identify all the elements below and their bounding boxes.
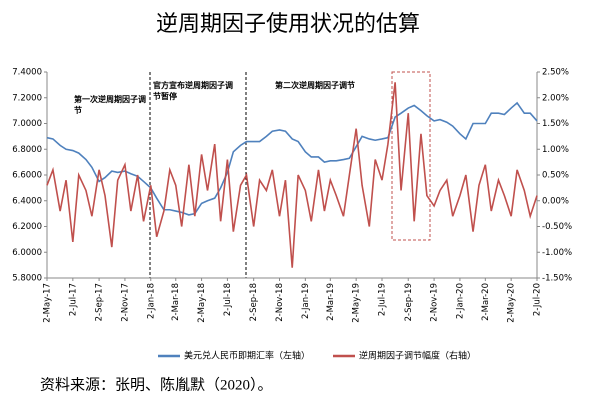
series-line (46, 101, 538, 216)
y2-tick-label: 0.50% (542, 171, 569, 181)
x-tick-label: 2-Jul-18 (223, 283, 233, 316)
y-tick-label: 6.2000 (12, 222, 42, 232)
y2-tick-label: -0.50% (542, 222, 572, 232)
x-tick-label: 2-Jul-19 (377, 283, 387, 316)
x-tick-label: 2-Sep-18 (249, 283, 259, 321)
x-tick-label: 2-Mar-19 (326, 283, 336, 321)
legend-label: 逆周期因子调节幅度（右轴） (359, 350, 476, 362)
y-tick-label: 7.4000 (12, 68, 42, 78)
y2-tick-label: 2.50% (542, 68, 569, 78)
x-tick-label: 2-Jan-18 (146, 283, 156, 319)
x-tick-label: 2-Nov-17 (120, 283, 130, 322)
legend-label: 美元兑人民币即期汇率（左轴） (184, 350, 310, 362)
y-tick-label: 6.0000 (12, 248, 42, 258)
source-note: 资料来源：张明、陈胤默（2020）。 (40, 375, 273, 393)
annotation: 官方宣布逆周期因子调节暂停 (153, 81, 233, 101)
x-tick-label: 2-May-17 (43, 283, 53, 323)
x-tick-label: 2-Sep-19 (404, 283, 414, 321)
series-line (46, 82, 538, 268)
y-tick-label: 6.8000 (12, 145, 42, 155)
y2-tick-label: 1.50% (542, 119, 569, 129)
y-tick-label: 6.6000 (12, 171, 42, 181)
highlight-box (391, 71, 431, 241)
x-tick-label: 2-Jan-19 (301, 283, 311, 319)
y2-tick-label: 1.00% (542, 145, 569, 155)
chart-title: 逆周期因子使用状况的估算 (156, 11, 420, 36)
x-tick-label: 2-Jul-20 (533, 283, 543, 316)
y2-tick-label: 2.00% (542, 93, 569, 103)
y-tick-label: 7.0000 (12, 119, 42, 129)
x-tick-label: 2-Mar-20 (481, 283, 491, 321)
y-tick-label: 5.8000 (12, 274, 42, 284)
x-tick-label: 2-May-18 (197, 283, 207, 323)
x-tick-label: 2-Jul-17 (68, 283, 78, 316)
y2-tick-label: -1.00% (542, 248, 572, 258)
x-tick-label: 2-Mar-18 (171, 283, 181, 321)
annotation: 第一次逆周期因子调节 (74, 95, 146, 115)
x-tick-label: 2-Jan-20 (455, 283, 465, 319)
annotation: 第二次逆周期因子调节 (275, 81, 355, 90)
y2-tick-label: -1.50% (542, 274, 572, 284)
x-tick-label: 2-Nov-19 (430, 283, 440, 322)
y-tick-label: 6.4000 (12, 196, 42, 206)
x-tick-label: 2-Nov-18 (275, 283, 285, 322)
x-tick-label: 2-Sep-17 (95, 283, 105, 321)
x-tick-label: 2-May-20 (507, 283, 517, 323)
x-tick-label: 2-May-19 (352, 283, 362, 323)
y-tick-label: 7.2000 (12, 93, 42, 103)
y2-tick-label: 0.00% (542, 196, 569, 206)
